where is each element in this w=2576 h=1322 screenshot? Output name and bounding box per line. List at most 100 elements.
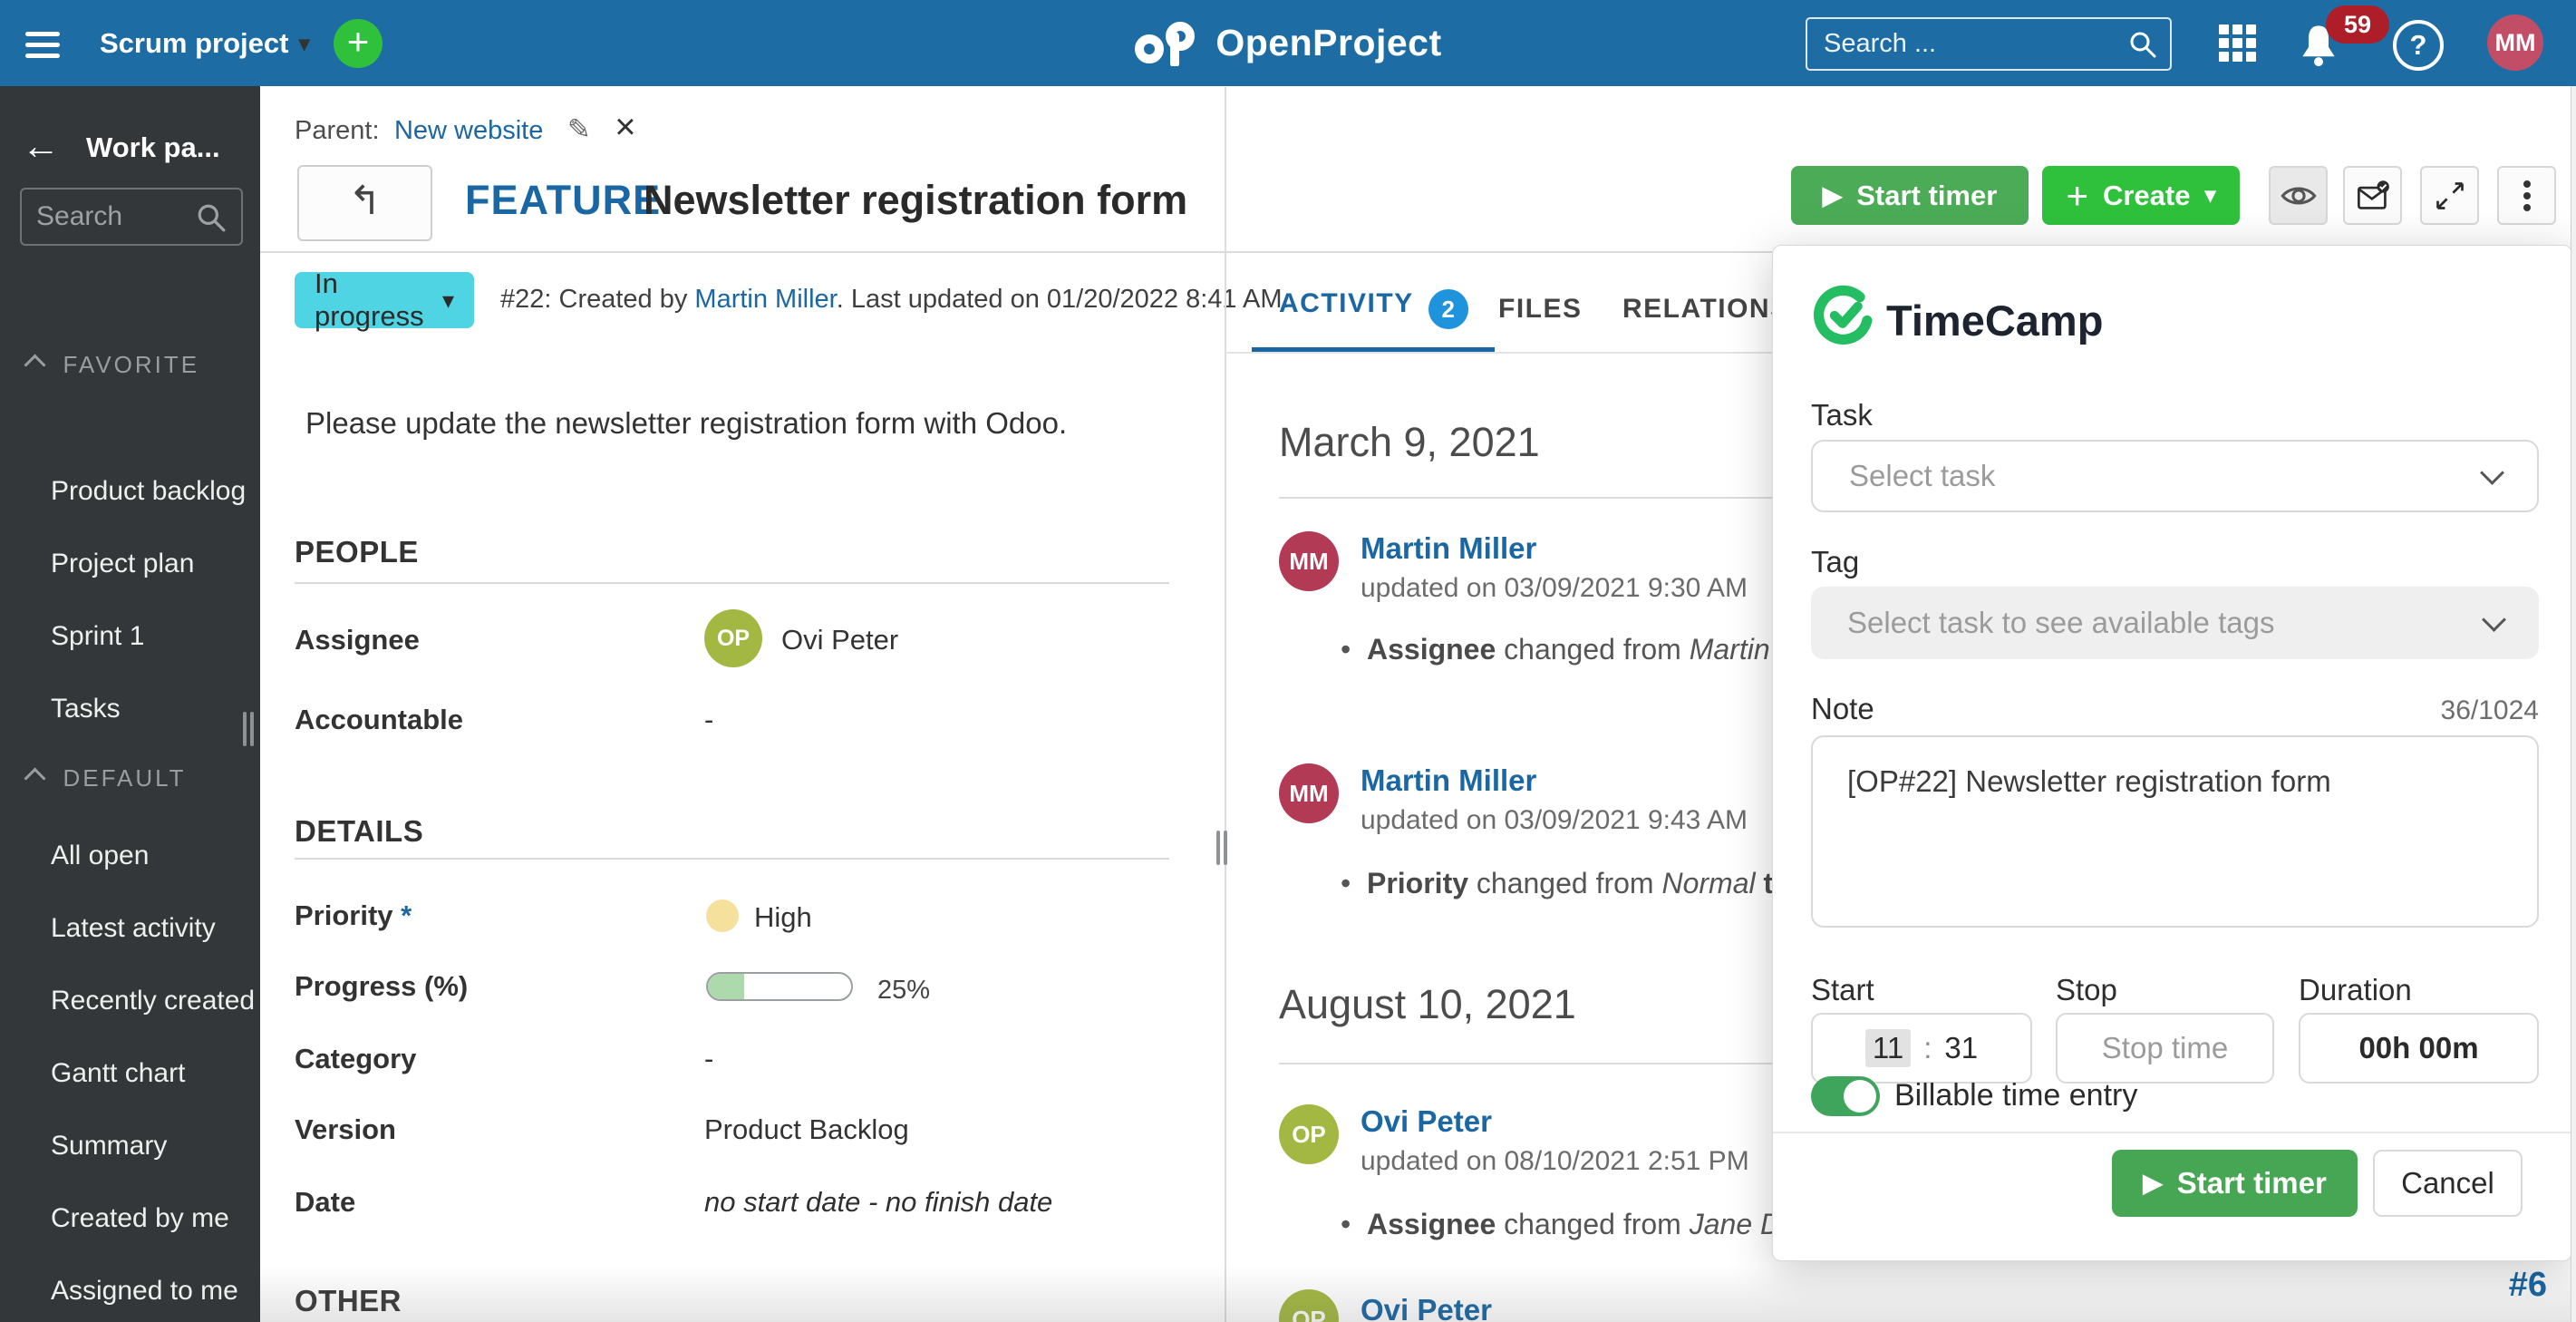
sidebar-section-favorite[interactable]: FAVORITE [24, 351, 200, 379]
note-textarea[interactable]: [OP#22] Newsletter registration form [1811, 735, 2539, 928]
sidebar-section-default[interactable]: DEFAULT [24, 764, 187, 792]
meta-author-link[interactable]: Martin Miller [694, 285, 837, 314]
activity-user-link[interactable]: Martin Miller [1361, 763, 1537, 797]
work-package-title[interactable]: Newsletter registration form [644, 177, 1188, 223]
watch-button[interactable] [2269, 166, 2328, 225]
start-hour[interactable]: 11 [1864, 1029, 1912, 1067]
quick-add-button[interactable]: + [334, 19, 383, 68]
popup-start-timer-button[interactable]: ▶ Start timer [2112, 1150, 2358, 1217]
sidebar-item-gantt-chart[interactable]: Gantt chart [51, 1058, 186, 1088]
more-options-button[interactable] [2497, 166, 2556, 225]
activity-change: • Priority changed from Normal to Lo [1341, 867, 1831, 899]
work-package-type[interactable]: FEATURE [465, 177, 662, 223]
version-label: Version [295, 1113, 396, 1145]
tag-select[interactable]: Select task to see available tags [1811, 587, 2539, 659]
sidebar-item-project-plan[interactable]: Project plan [51, 549, 195, 578]
tab-files[interactable]: FILES [1498, 294, 1583, 324]
help-button[interactable]: ? [2393, 20, 2444, 71]
sidebar-item-tasks[interactable]: Tasks [51, 694, 121, 724]
progress-bar[interactable] [706, 972, 853, 1001]
sidebar-search-input[interactable] [22, 190, 241, 244]
tab-activity[interactable]: ACTIVITY 2 [1279, 288, 1468, 329]
duration-field[interactable]: 00h 00m [2299, 1013, 2539, 1084]
sidebar-item-product-backlog[interactable]: Product backlog [51, 476, 247, 506]
column-resize-handle[interactable] [1215, 831, 1229, 870]
work-package-description[interactable]: Please update the newsletter registratio… [305, 406, 1068, 440]
share-button[interactable] [2343, 166, 2402, 225]
sidebar-back-arrow-icon[interactable]: ← [22, 124, 60, 167]
version-value[interactable]: Product Backlog [704, 1113, 909, 1145]
category-value[interactable]: - [704, 1043, 714, 1074]
timecamp-logo-icon [1814, 285, 1873, 345]
activity-timestamp: updated on 03/09/2021 9:43 AM [1361, 805, 1748, 835]
sidebar-item-summary[interactable]: Summary [51, 1131, 168, 1161]
start-time-field[interactable]: 11 : 31 [1811, 1013, 2032, 1084]
activity-user-link[interactable]: Ovi Peter [1361, 1293, 1492, 1322]
meta-prefix: #22: Created by [500, 285, 695, 314]
status-dropdown[interactable]: In progress ▾ [295, 267, 474, 332]
edit-parent-pencil-icon[interactable]: ✎ [567, 113, 591, 145]
date-value[interactable]: no start date - no finish date [704, 1186, 1053, 1218]
billable-toggle[interactable] [1811, 1076, 1880, 1116]
section-divider [295, 582, 1169, 584]
chevron-up-icon [24, 767, 46, 790]
timecamp-brand-text: TimeCamp [1886, 296, 2104, 345]
activity-timestamp: updated on 08/10/2021 2:51 PM [1361, 1146, 1749, 1176]
avatar: OP [1279, 1289, 1339, 1322]
meta-suffix: . Last updated on 01/20/2022 8:41 AM. [836, 285, 1290, 314]
openproject-logo-icon [1135, 21, 1196, 66]
accountable-value[interactable]: - [704, 704, 714, 735]
page-indicator: #6 [2508, 1266, 2547, 1304]
modules-grid-icon[interactable] [2219, 24, 2257, 63]
search-icon[interactable] [2128, 30, 2157, 59]
assignee-value[interactable]: Ovi Peter [781, 624, 899, 656]
cancel-button[interactable]: Cancel [2373, 1150, 2523, 1217]
stop-time-placeholder: Stop time [2101, 1031, 2229, 1064]
sidebar-search [20, 188, 243, 246]
stop-time-field[interactable]: Stop time [2056, 1013, 2274, 1084]
back-to-list-button[interactable]: ↰ [297, 165, 432, 241]
popup-footer-divider [1773, 1132, 2571, 1133]
tab-relations[interactable]: RELATIONS [1622, 294, 1790, 324]
chevron-down-icon: ▾ [2204, 183, 2216, 208]
sidebar-title: Work pa... [86, 131, 220, 163]
notifications-bell-icon[interactable] [2297, 22, 2340, 67]
sidebar-item-created-by-me[interactable]: Created by me [51, 1203, 229, 1233]
expand-icon [2436, 181, 2464, 209]
global-search [1806, 17, 2172, 71]
sidebar-item-all-open[interactable]: All open [51, 841, 150, 870]
create-button[interactable]: + Create ▾ [2042, 166, 2240, 225]
remove-parent-close-icon[interactable]: × [615, 107, 636, 147]
task-select[interactable]: Select task [1811, 440, 2539, 512]
openproject-logo: OpenProject [0, 0, 2576, 86]
project-selector[interactable]: Scrum project ▾ [100, 0, 310, 87]
activity-user-link[interactable]: Martin Miller [1361, 531, 1537, 565]
start-timer-button[interactable]: ▶ Start timer [1791, 166, 2029, 225]
activity-date-header: August 10, 2021 [1279, 981, 1576, 1027]
hamburger-menu-icon[interactable] [25, 25, 60, 64]
fullscreen-button[interactable] [2420, 166, 2479, 225]
parent-link[interactable]: New website [393, 116, 544, 145]
sidebar-item-sprint-1[interactable]: Sprint 1 [51, 621, 145, 651]
user-avatar[interactable]: MM [2487, 15, 2543, 71]
assignee-avatar[interactable]: OP [704, 609, 762, 667]
sidebar-resize-handle[interactable] [241, 712, 256, 751]
task-select-placeholder: Select task [1849, 459, 1996, 492]
start-label: Start [1811, 973, 1874, 1006]
activity-date-header: March 9, 2021 [1279, 419, 1540, 465]
plus-icon: + [2066, 173, 2088, 217]
sidebar-item-assigned-to-me[interactable]: Assigned to me [51, 1276, 238, 1306]
start-minute[interactable]: 31 [1944, 1031, 1979, 1064]
priority-value[interactable]: High [754, 901, 812, 933]
chevron-up-icon [24, 354, 46, 376]
play-icon: ▶ [2143, 1169, 2163, 1197]
global-search-input[interactable] [1807, 19, 2170, 69]
window-scrollbar[interactable] [2571, 86, 2576, 1322]
sidebar: ← Work pa... FAVORITE Product backlog Pr… [0, 86, 260, 1322]
activity-user-link[interactable]: Ovi Peter [1361, 1104, 1492, 1138]
popup-start-timer-label: Start timer [2176, 1166, 2327, 1200]
sidebar-item-recently-created[interactable]: Recently created [51, 986, 256, 1016]
sidebar-section-label: FAVORITE [63, 351, 200, 378]
sidebar-item-latest-activity[interactable]: Latest activity [51, 913, 216, 943]
active-tab-underline [1252, 347, 1495, 353]
